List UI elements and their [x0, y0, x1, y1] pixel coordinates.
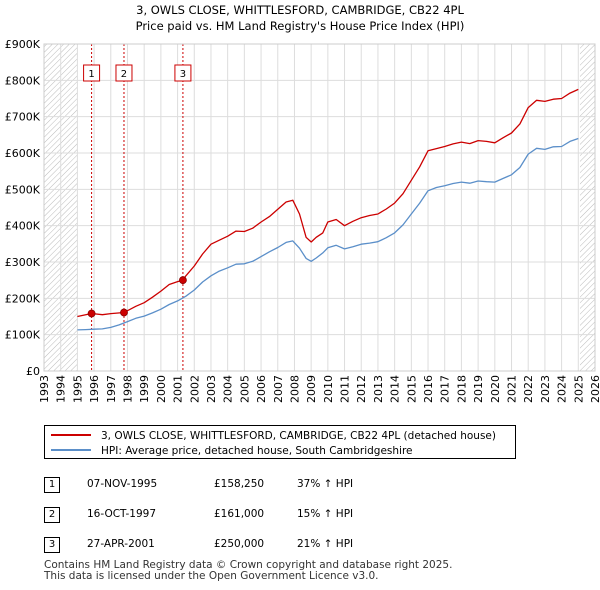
sale-hpi-diff: 15% ↑ HPI [297, 508, 354, 520]
legend-item-property: 3, OWLS CLOSE, WHITTLESFORD, CAMBRIDGE, … [51, 429, 496, 443]
x-tick-label: 2024 [556, 375, 569, 403]
sale-date: 07-NOV-1995 [87, 478, 158, 490]
sale-row: 3 27-APR-2001 £250,000 21% ↑ HPI [44, 535, 444, 555]
y-tick-label: £100K [5, 329, 41, 342]
x-tick-label: 2010 [322, 375, 335, 403]
sale-number-badge: 1 [44, 477, 60, 493]
sale-hpi-diff: 21% ↑ HPI [297, 538, 354, 550]
x-tick-label: 2013 [372, 375, 385, 403]
series-group [77, 88, 579, 331]
sale-date: 16-OCT-1997 [87, 508, 156, 520]
x-tick-label: 2018 [455, 375, 468, 403]
x-tick-label: 2000 [155, 375, 168, 403]
x-tick-label: 2011 [339, 375, 352, 403]
x-tick-label: 2017 [439, 375, 452, 403]
y-tick-label: £500K [5, 183, 41, 196]
y-tick-label: £900K [5, 38, 41, 51]
sale-number-badge: 3 [44, 537, 60, 553]
x-tick-label: 2003 [205, 375, 218, 403]
sale-point [120, 308, 128, 317]
x-tick-label: 2021 [506, 375, 519, 403]
x-tick-label: 1993 [38, 375, 51, 403]
legend: 3, OWLS CLOSE, WHITTLESFORD, CAMBRIDGE, … [44, 425, 516, 459]
x-tick-label: 2025 [572, 375, 585, 403]
plot-border [43, 43, 596, 372]
sale-point [87, 309, 96, 318]
sale-price: £161,000 [214, 508, 265, 520]
sale-price: £250,000 [214, 538, 265, 550]
sale-marker-number: 2 [121, 69, 127, 80]
x-tick-label: 2004 [222, 375, 235, 403]
sale-date: 27-APR-2001 [87, 538, 155, 550]
sale-marker-box [174, 64, 192, 82]
x-tick-label: 1999 [138, 375, 151, 403]
sale-marker-box [115, 64, 133, 82]
x-tick-label: 2019 [472, 375, 485, 403]
x-tick-label: 2014 [389, 375, 402, 403]
x-tick-label: 2007 [272, 375, 285, 403]
x-tick-label: 2016 [422, 375, 435, 403]
y-tick-label: £0 [26, 365, 40, 378]
x-tick-label: 2006 [255, 375, 268, 403]
x-tick-label: 2023 [539, 375, 552, 403]
y-tick-label: £400K [5, 220, 41, 233]
property-price-line [77, 88, 579, 318]
y-tick-label: £300K [5, 256, 41, 269]
x-tick-label: 2020 [489, 375, 502, 403]
sale-price: £158,250 [214, 478, 265, 490]
sale-row: 2 16-OCT-1997 £161,000 15% ↑ HPI [44, 505, 444, 525]
footer-copyright: Contains HM Land Registry data © Crown c… [44, 559, 453, 571]
legend-swatch-hpi [51, 449, 91, 451]
x-tick-label: 2012 [355, 375, 368, 403]
legend-item-hpi: HPI: Average price, detached house, Sout… [51, 444, 413, 458]
sale-row: 1 07-NOV-1995 £158,250 37% ↑ HPI [44, 475, 444, 495]
legend-label-property: 3, OWLS CLOSE, WHITTLESFORD, CAMBRIDGE, … [101, 430, 496, 442]
sale-hpi-diff: 37% ↑ HPI [297, 478, 354, 490]
y-tick-label: £200K [5, 292, 41, 305]
sale-number-badge: 2 [44, 507, 60, 523]
legend-label-hpi: HPI: Average price, detached house, Sout… [101, 445, 413, 457]
chart-subtitle: Price paid vs. HM Land Registry's House … [136, 19, 465, 33]
legend-swatch-property [51, 434, 91, 436]
x-tick-label: 2008 [288, 375, 301, 403]
x-tick-label: 2005 [238, 375, 251, 403]
x-tick-label: 1995 [71, 375, 84, 403]
y-tick-label: £600K [5, 147, 41, 160]
x-tick-label: 2009 [305, 375, 318, 403]
y-tick-label: £700K [5, 111, 41, 124]
y-tick-label: £800K [5, 74, 41, 87]
x-tick-label: 1996 [88, 375, 101, 403]
sale-marker-box [83, 64, 101, 82]
x-tick-label: 1998 [121, 375, 134, 403]
sale-marker-number: 1 [88, 69, 94, 80]
x-tick-label: 2001 [172, 375, 185, 403]
chart-title: 3, OWLS CLOSE, WHITTLESFORD, CAMBRIDGE, … [136, 3, 464, 17]
footer: Contains HM Land Registry data © Crown c… [44, 560, 452, 582]
sale-marker-number: 3 [180, 69, 186, 80]
x-tick-label: 2026 [589, 375, 600, 403]
x-tick-label: 2022 [522, 375, 535, 403]
price-chart: 3, OWLS CLOSE, WHITTLESFORD, CAMBRIDGE, … [5, 3, 600, 403]
x-tick-label: 1997 [105, 375, 118, 403]
post-data-hatch [579, 44, 595, 371]
x-tick-label: 1994 [55, 375, 68, 403]
plot-background [44, 44, 595, 371]
plot-area: £0 £100K £200K £300K £400K £500K £600K £700K £80… [5, 38, 600, 403]
x-tick-label: 2002 [188, 375, 201, 403]
hpi-line [77, 137, 579, 331]
sale-point [179, 276, 187, 285]
footer-license: This data is licensed under the Open Gov… [44, 570, 379, 582]
x-tick-label: 2015 [405, 375, 418, 403]
